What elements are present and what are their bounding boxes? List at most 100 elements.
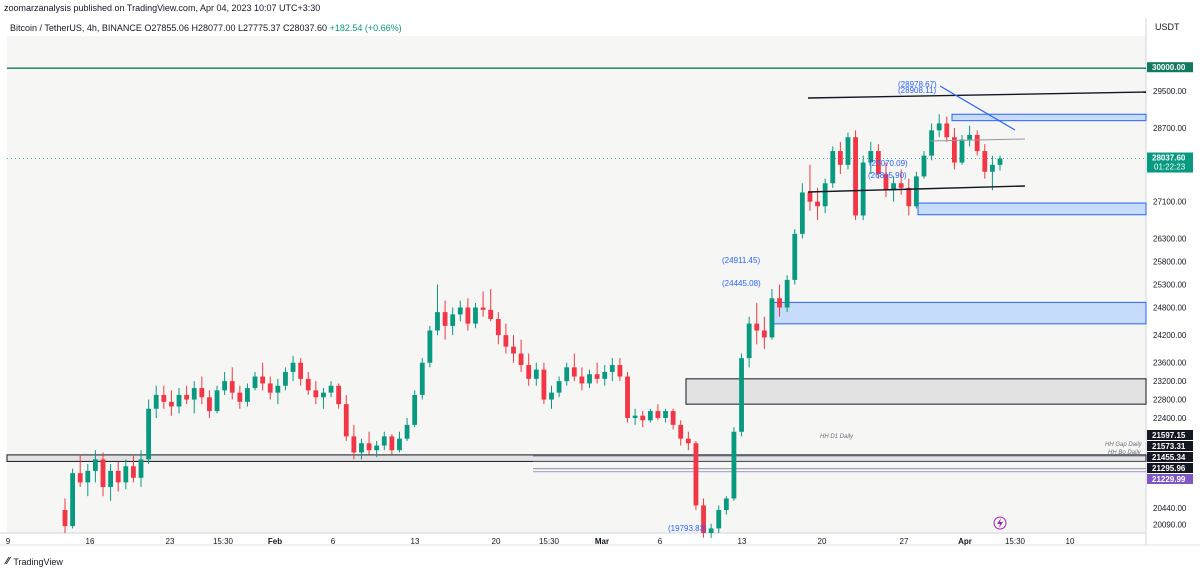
candle-body [716,509,722,529]
candle [868,141,874,175]
candle-body [404,424,410,439]
candle [389,434,395,455]
candle [161,385,167,409]
price-badge-bg [1147,62,1193,73]
candle-body [229,381,235,393]
x-tick-label: 10 [1066,537,1075,546]
candle-body [602,371,608,379]
candle-body [594,374,600,379]
y-tick-label: 24200.00 [1153,331,1187,340]
candle [275,378,281,405]
candle-body [397,438,402,451]
candle [85,463,91,497]
candle-body [685,438,691,444]
candle-body [777,298,782,308]
candle [366,431,372,455]
candle [283,367,288,391]
level-label-hh-gap: HH Gap Daily [1105,442,1143,448]
x-tick-label: Feb [268,537,282,546]
symbol-line: Bitcoin / TetherUS, 4h, BINANCE O27855.0… [10,23,402,33]
candle [609,358,615,382]
channel-top-line [807,91,1147,99]
candle-body [792,233,798,280]
candle [929,123,934,161]
zone-label: (28978.67) [898,80,937,89]
price-badge-label: 21597.15 [1152,431,1186,440]
candle-body [77,473,83,483]
candle-body [518,353,524,366]
lightning-icon[interactable] [993,516,1007,530]
candle-body [412,394,418,425]
channel-bottom-line [807,185,1026,193]
y-tick-label: 25800.00 [1153,257,1187,266]
candle [830,146,836,188]
y-tick-label: 22400.00 [1153,414,1187,423]
candle-body [587,374,592,384]
candle [518,339,524,372]
midline-grey [929,138,1026,142]
y-tick-label: 23200.00 [1153,377,1187,386]
candle [465,298,471,331]
candle-body [473,307,478,324]
candle-body [199,388,205,398]
candle [199,376,205,405]
candle-body [351,436,357,453]
candle [100,452,106,497]
x-tick-label: 27 [900,537,909,546]
y-tick-label: 20090.00 [1153,520,1187,529]
y-tick-label: 20440.00 [1153,504,1187,513]
candle [989,155,995,191]
x-tick-label: 20 [492,537,501,546]
price-badge-bg [1147,474,1193,484]
candle [594,362,600,384]
candle [328,381,334,398]
candle [936,114,942,138]
zone-label: (19793.83) [668,524,707,533]
candle [647,408,653,423]
candle [693,440,699,510]
candle-body [541,369,547,400]
price-badge: 30000.00 [1147,62,1193,73]
footer-brand[interactable]: TradingView [13,556,63,567]
symbol-title[interactable]: Bitcoin / TetherUS, 4h, BINANCE [10,23,142,33]
candle-body [670,411,676,425]
candle [359,438,364,460]
candle-body [982,151,988,172]
candle [815,187,820,221]
y-tick-label: 29500.00 [1153,87,1187,96]
tradingview-logo-icon[interactable]: ⁄⁄ [6,556,10,567]
candle-body [564,367,570,382]
price-badge-countdown: 01:22:23 [1154,163,1186,172]
price-badge-label: 21455.34 [1152,453,1186,462]
candle [146,399,152,464]
candle-body [435,312,440,331]
footer: ⁄⁄ TradingView [6,556,63,567]
candle [670,408,676,430]
candle [746,316,752,368]
candle-body [830,151,836,184]
x-tick-label: Apr [958,537,972,546]
candle-body [526,365,532,379]
candle [678,420,684,446]
candle [784,275,790,313]
candle [739,353,744,437]
blue-zone-low [769,301,1147,325]
candle-body [298,362,304,379]
candle [290,355,296,382]
y-tick-label: 28700.00 [1153,124,1187,133]
candle-body [746,323,752,359]
x-tick-label: 13 [738,537,747,546]
price-badge-bg [1147,430,1193,440]
candle [222,371,228,395]
candle-body [860,162,866,216]
candle-body [731,431,737,499]
change-value: +182.54 (+0.66%) [329,23,402,33]
candle [777,284,782,317]
candle-body [115,470,121,483]
candle-body [556,381,562,393]
candle-body [275,385,281,393]
price-badge-label: 21229.99 [1152,475,1186,484]
candle [321,388,326,409]
